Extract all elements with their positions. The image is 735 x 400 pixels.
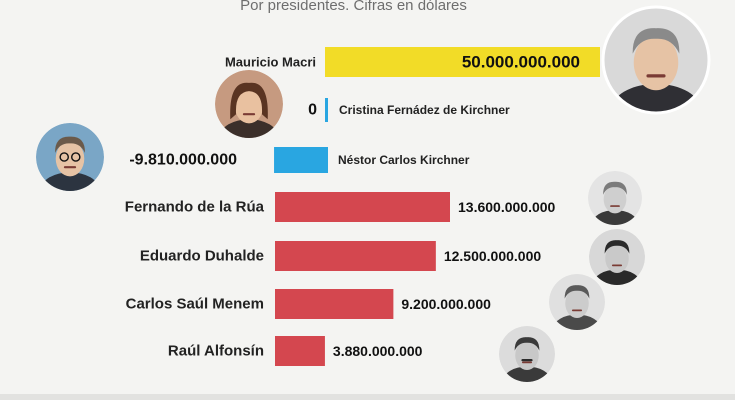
bar-duhalde (275, 241, 436, 271)
portrait-duhalde-icon (589, 229, 645, 285)
portrait-delarua-icon (588, 171, 642, 225)
portrait-cfk-icon (215, 70, 283, 138)
bar-delarua (275, 192, 450, 222)
category-label-delarua: Fernando de la Rúa (125, 199, 265, 216)
bar-nck (274, 147, 328, 173)
category-label-menem: Carlos Saúl Menem (126, 296, 264, 313)
category-label-duhalde: Eduardo Duhalde (140, 248, 264, 265)
category-label-nck: Néstor Carlos Kirchner (338, 153, 470, 167)
portrait-alfonsin-icon (499, 326, 555, 382)
value-label-delarua: 13.600.000.000 (458, 199, 556, 215)
bar-menem (275, 289, 394, 319)
category-label-alfonsin: Raúl Alfonsín (168, 343, 264, 360)
value-label-nck: -9.810.000.000 (129, 152, 237, 169)
value-label-cfk: 0 (308, 102, 317, 119)
category-label-cfk: Cristina Fernádez de Kirchner (339, 103, 510, 117)
value-label-alfonsin: 3.880.000.000 (333, 343, 423, 359)
portrait-menem-icon (549, 274, 605, 330)
bar-alfonsin (275, 336, 325, 366)
value-label-menem: 9.200.000.000 (401, 296, 491, 312)
value-label-macri: 50.000.000.000 (462, 53, 580, 72)
chart-subtitle: Por presidentes. Cifras en dólares (240, 0, 467, 14)
bar-cfk (325, 98, 328, 122)
portrait-macri-icon (601, 5, 711, 115)
bottom-divider (0, 394, 735, 400)
portrait-nck-icon (36, 123, 104, 191)
bar-macri (325, 47, 600, 77)
category-label-macri: Mauricio Macri (225, 55, 316, 70)
value-label-duhalde: 12.500.000.000 (444, 248, 542, 264)
